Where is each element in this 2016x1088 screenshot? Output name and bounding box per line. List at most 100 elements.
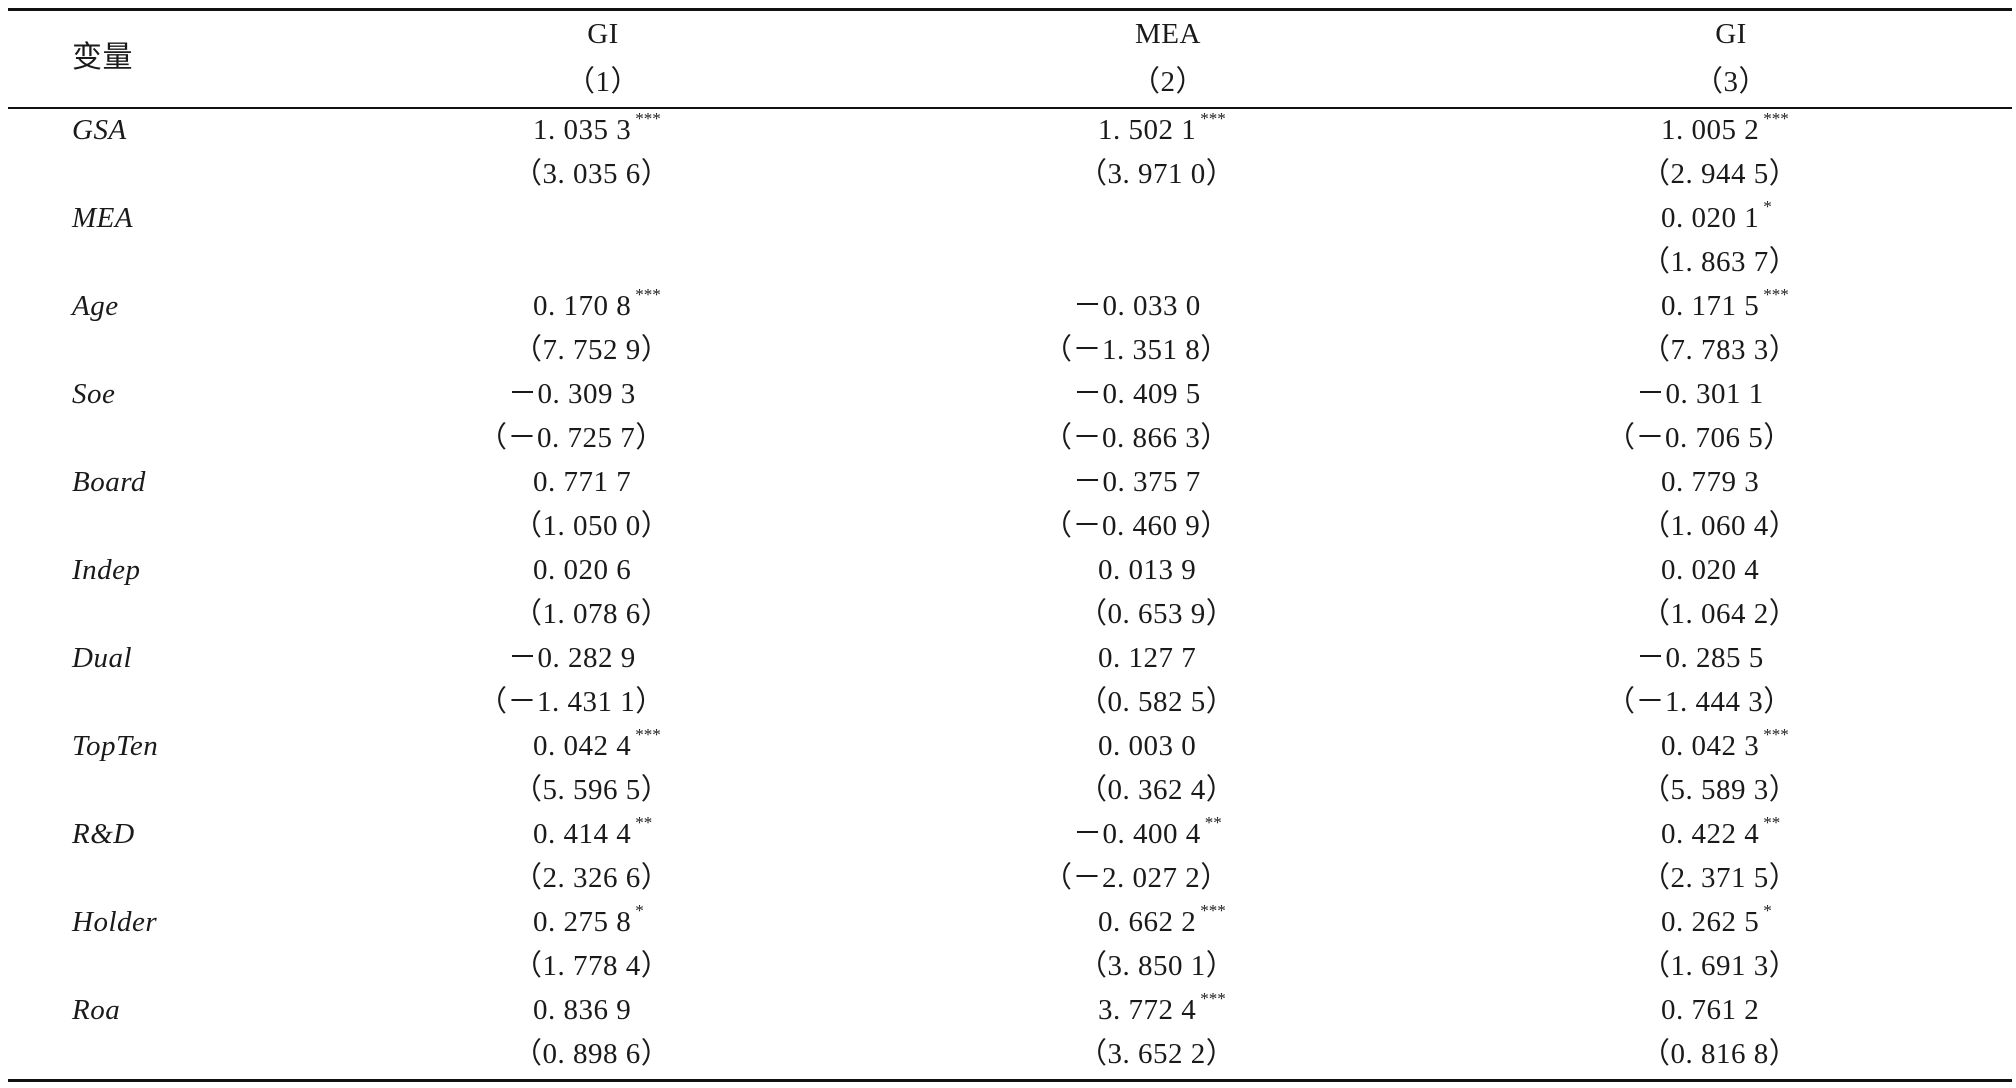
t-statistic-cell: （－0. 866 3） (1043, 422, 1230, 454)
column-number-3: （3） (1693, 66, 1768, 98)
coefficient-cell: 0. 170 8 *** (533, 286, 661, 324)
t-statistic-cell: （3. 035 6） (513, 158, 671, 190)
column-number-1: （1） (565, 66, 640, 98)
coefficient-value: 0. 020 1 (1661, 202, 1760, 234)
t-statistic-cell: （0. 898 6） (513, 1038, 671, 1070)
t-statistic-cell: （1. 050 0） (513, 510, 671, 542)
significance-stars: *** (1200, 989, 1226, 1009)
coefficient-value: 0. 042 4 (533, 730, 632, 762)
coefficient-value: －0. 033 0 (1073, 290, 1201, 322)
t-statistic-cell: （－0. 725 7） (478, 422, 665, 454)
coefficient-value: －0. 409 5 (1073, 378, 1201, 410)
coefficient-value: 0. 170 8 (533, 290, 632, 322)
significance-stars: ** (1763, 813, 1781, 833)
coefficient-value: 1. 502 1 (1098, 114, 1197, 146)
coefficient-cell: 0. 779 3 (1661, 464, 1759, 500)
significance-stars: ** (1204, 813, 1222, 833)
row-label-roa: Roa (72, 994, 121, 1026)
coefficient-cell: －0. 309 3 (508, 376, 636, 412)
coefficient-cell: 0. 042 3 *** (1661, 726, 1789, 764)
significance-stars: *** (1200, 901, 1226, 921)
t-statistic-cell: （5. 589 3） (1641, 774, 1799, 806)
coefficient-value: 0. 414 4 (533, 818, 632, 850)
column-dependent-3: GI (1715, 18, 1747, 50)
coefficient-cell: －0. 301 1 (1636, 376, 1764, 412)
coefficient-cell: 0. 771 7 (533, 464, 631, 500)
row-label-rd: R&D (72, 818, 135, 850)
coefficient-cell: 0. 262 5 * (1661, 901, 1772, 940)
t-statistic-cell: （0. 653 9） (1078, 598, 1236, 630)
t-statistic-cell: （－1. 444 3） (1606, 686, 1793, 718)
significance-stars: *** (1763, 109, 1789, 129)
t-statistic-cell: （5. 596 5） (513, 774, 671, 806)
coefficient-value: －0. 400 4 (1073, 818, 1201, 850)
coefficient-value: －0. 309 3 (508, 378, 636, 410)
coefficient-value: 0. 013 9 (1098, 554, 1197, 586)
coefficient-value: 0. 003 0 (1098, 730, 1197, 762)
t-statistic-cell: （－1. 431 1） (478, 686, 665, 718)
t-statistic-cell: （3. 850 1） (1078, 950, 1236, 982)
coefficient-cell: 0. 836 9 (533, 992, 631, 1028)
significance-stars: *** (635, 725, 661, 745)
column-dependent-2: MEA (1135, 18, 1201, 50)
t-statistic-cell: （1. 060 4） (1641, 510, 1799, 542)
significance-stars: ** (635, 813, 653, 833)
row-label-topten: TopTen (72, 730, 159, 762)
coefficient-cell: －0. 033 0 (1073, 288, 1201, 324)
table-header-rule (8, 107, 2012, 109)
coefficient-value: 0. 171 5 (1661, 290, 1760, 322)
coefficient-cell: －0. 375 7 (1073, 464, 1201, 500)
coefficient-cell: 1. 005 2 *** (1661, 109, 1789, 148)
t-statistic-cell: （1. 064 2） (1641, 598, 1799, 630)
row-label-age: Age (72, 290, 119, 322)
t-statistic-cell: （－0. 706 5） (1606, 422, 1793, 454)
coefficient-cell: －0. 409 5 (1073, 376, 1201, 412)
coefficient-cell: 0. 042 4 *** (533, 725, 661, 764)
coefficient-value: 0. 422 4 (1661, 818, 1760, 850)
coefficient-cell: 0. 020 4 (1661, 552, 1759, 588)
t-statistic-cell: （3. 971 0） (1078, 158, 1236, 190)
coefficient-value: －0. 375 7 (1073, 466, 1201, 498)
t-statistic-cell: （7. 752 9） (513, 334, 671, 366)
coefficient-cell: 0. 020 1 * (1661, 198, 1772, 236)
coefficient-cell: －0. 400 4 ** (1073, 813, 1222, 852)
row-label-holder: Holder (72, 906, 158, 938)
coefficient-value: 1. 035 3 (533, 114, 632, 146)
coefficient-value: 0. 275 8 (533, 906, 632, 938)
coefficient-cell: 0. 003 0 (1098, 728, 1196, 764)
significance-stars: *** (1200, 109, 1226, 129)
t-statistic-cell: （1. 863 7） (1641, 246, 1799, 278)
t-statistic-cell: （3. 652 2） (1078, 1038, 1236, 1070)
coefficient-cell: 0. 414 4 ** (533, 813, 653, 852)
coefficient-cell: 3. 772 4 *** (1098, 989, 1226, 1028)
coefficient-cell: 0. 422 4 ** (1661, 813, 1781, 852)
significance-stars: * (635, 901, 644, 921)
coefficient-value: 0. 779 3 (1661, 466, 1760, 498)
row-label-board: Board (72, 466, 146, 498)
t-statistic-cell: （0. 816 8） (1641, 1038, 1799, 1070)
coefficient-cell: 0. 171 5 *** (1661, 285, 1789, 324)
row-label-gsa: GSA (72, 114, 127, 146)
t-statistic-cell: （0. 582 5） (1078, 686, 1236, 718)
coefficient-cell: 0. 761 2 (1661, 992, 1759, 1028)
coefficient-value: 0. 836 9 (533, 994, 632, 1026)
coefficient-value: 0. 262 5 (1661, 906, 1760, 938)
significance-stars: *** (1763, 285, 1789, 305)
coefficient-cell: 1. 035 3 *** (533, 110, 661, 148)
t-statistic-cell: （2. 326 6） (513, 862, 671, 894)
t-statistic-cell: （2. 944 5） (1641, 158, 1799, 190)
coefficient-value: 3. 772 4 (1098, 994, 1197, 1026)
coefficient-cell: 1. 502 1 *** (1098, 109, 1226, 148)
coefficient-cell: －0. 285 5 (1636, 640, 1764, 676)
coefficient-cell: 0. 013 9 (1098, 552, 1196, 588)
coefficient-value: 0. 020 6 (533, 554, 632, 586)
column-dependent-1: GI (587, 18, 619, 50)
coefficient-value: 0. 662 2 (1098, 906, 1197, 938)
t-statistic-cell: （0. 362 4） (1078, 774, 1236, 806)
significance-stars: * (1763, 901, 1772, 921)
coefficient-value: －0. 285 5 (1636, 642, 1764, 674)
row-label-dual: Dual (72, 642, 132, 674)
coefficient-value: －0. 282 9 (508, 642, 636, 674)
table-bottom-rule (8, 1079, 2012, 1082)
